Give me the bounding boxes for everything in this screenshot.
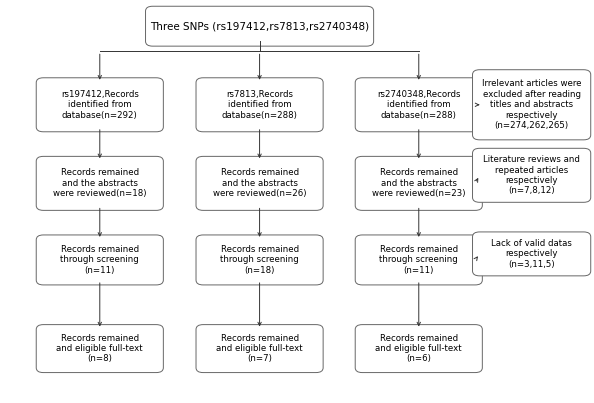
Text: Records remained
and eligible full-text
(n=8): Records remained and eligible full-text … <box>56 334 143 364</box>
FancyBboxPatch shape <box>36 78 163 132</box>
FancyBboxPatch shape <box>36 235 163 285</box>
Text: Records remained
through screening
(n=11): Records remained through screening (n=11… <box>61 245 139 275</box>
Text: Records remained
and eligible full-text
(n=7): Records remained and eligible full-text … <box>216 334 303 364</box>
Text: rs197412,Records
identified from
database(n=292): rs197412,Records identified from databas… <box>61 90 139 120</box>
Text: rs2740348,Records
identified from
database(n=288): rs2740348,Records identified from databa… <box>377 90 460 120</box>
FancyBboxPatch shape <box>196 78 323 132</box>
Text: Records remained
through screening
(n=11): Records remained through screening (n=11… <box>380 245 458 275</box>
FancyBboxPatch shape <box>355 325 482 372</box>
FancyBboxPatch shape <box>473 148 590 202</box>
Text: Records remained
and eligible full-text
(n=6): Records remained and eligible full-text … <box>375 334 462 364</box>
FancyBboxPatch shape <box>196 156 323 210</box>
Text: Lack of valid datas
respectively
(n=3,11,5): Lack of valid datas respectively (n=3,11… <box>491 239 572 269</box>
FancyBboxPatch shape <box>473 232 590 276</box>
Text: Literature reviews and
repeated articles
respectively
(n=7,8,12): Literature reviews and repeated articles… <box>483 155 580 195</box>
FancyBboxPatch shape <box>473 70 590 140</box>
Text: rs7813,Records
identified from
database(n=288): rs7813,Records identified from database(… <box>222 90 298 120</box>
Text: Records remained
through screening
(n=18): Records remained through screening (n=18… <box>220 245 299 275</box>
Text: Records remained
and the abstracts
were reviewed(n=26): Records remained and the abstracts were … <box>213 168 307 198</box>
FancyBboxPatch shape <box>196 325 323 372</box>
FancyBboxPatch shape <box>355 78 482 132</box>
FancyBboxPatch shape <box>36 325 163 372</box>
FancyBboxPatch shape <box>355 235 482 285</box>
FancyBboxPatch shape <box>196 235 323 285</box>
Text: Three SNPs (rs197412,rs7813,rs2740348): Three SNPs (rs197412,rs7813,rs2740348) <box>150 21 369 31</box>
FancyBboxPatch shape <box>355 156 482 210</box>
Text: Records remained
and the abstracts
were reviewed(n=23): Records remained and the abstracts were … <box>372 168 466 198</box>
FancyBboxPatch shape <box>146 6 374 46</box>
Text: Irrelevant articles were
excluded after reading
titles and abstracts
respectivel: Irrelevant articles were excluded after … <box>482 79 582 130</box>
FancyBboxPatch shape <box>36 156 163 210</box>
Text: Records remained
and the abstracts
were reviewed(n=18): Records remained and the abstracts were … <box>53 168 147 198</box>
